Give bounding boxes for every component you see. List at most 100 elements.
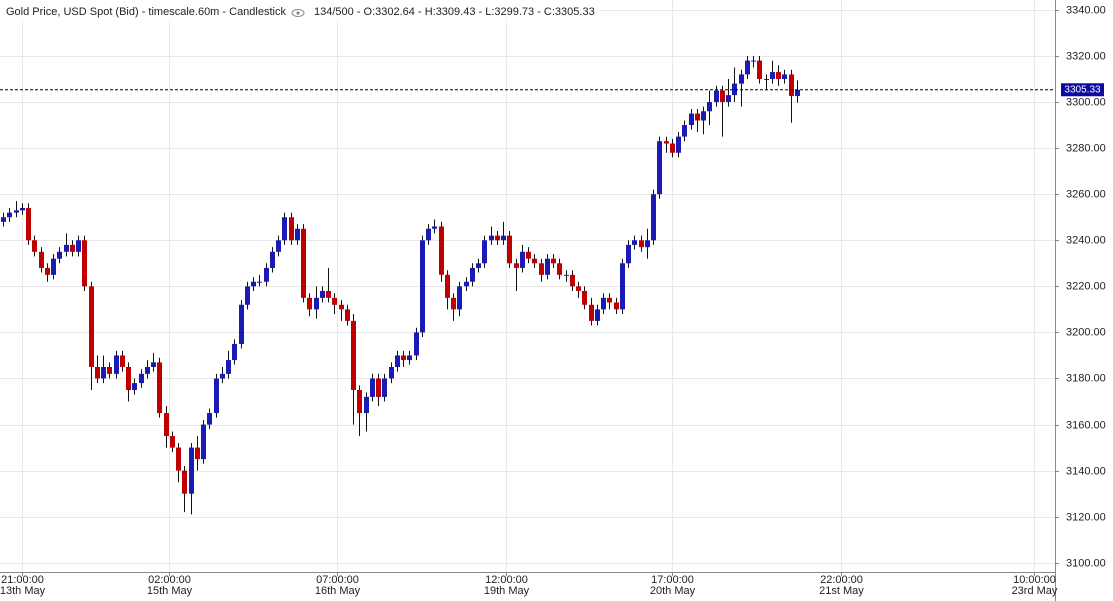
- x-tick-label: 16th May: [315, 585, 361, 597]
- candle-body: [732, 83, 737, 96]
- candle-body: [695, 113, 700, 121]
- candle-body: [214, 378, 219, 414]
- candle-body: [432, 226, 437, 229]
- eye-pupil: [296, 11, 300, 15]
- candle-body: [307, 297, 312, 310]
- candle-body: [14, 210, 19, 213]
- ohlc-info: 134/500 - O:3302.64 - H:3309.43 - L:3299…: [314, 6, 595, 18]
- candle-body: [245, 286, 250, 305]
- candle-body: [76, 240, 81, 252]
- eye-icon[interactable]: [291, 9, 305, 17]
- candle-body: [551, 258, 556, 264]
- candle-body: [582, 290, 587, 305]
- candle-body: [57, 251, 62, 259]
- y-tick-label: 3240.00: [1066, 234, 1106, 246]
- candle-body: [270, 251, 275, 268]
- candle-body: [476, 263, 481, 268]
- candle-body: [7, 212, 12, 218]
- candle-body: [364, 396, 369, 414]
- x-tick-label: 20th May: [650, 585, 696, 597]
- candle-body: [326, 290, 331, 298]
- x-tick-label: 10:00:00: [1013, 574, 1056, 586]
- candle-body: [770, 72, 775, 80]
- candle-body: [232, 343, 237, 361]
- x-tick-label: 19th May: [484, 585, 530, 597]
- candle-body: [764, 79, 769, 81]
- candle-body: [445, 274, 450, 298]
- candle-body: [682, 125, 687, 137]
- candle-body: [507, 235, 512, 264]
- candle-body: [101, 366, 106, 379]
- candle-body: [51, 258, 56, 275]
- candle-body: [389, 366, 394, 379]
- last-price-tag-bg: [1061, 83, 1104, 97]
- candle-body: [614, 302, 619, 310]
- eye-outline: [291, 9, 305, 17]
- candle-body: [1, 217, 6, 222]
- candle-body: [751, 60, 756, 62]
- candle-body: [670, 143, 675, 153]
- candle-body: [745, 60, 750, 75]
- candle-body: [726, 95, 731, 103]
- x-tick-label: 02:00:00: [148, 574, 191, 586]
- candle-body: [282, 217, 287, 241]
- candle-body: [357, 390, 362, 414]
- candle-body: [620, 263, 625, 310]
- candle-body: [595, 309, 600, 321]
- chart-title: Gold Price, USD Spot (Bid) - timescale.6…: [6, 6, 286, 18]
- y-tick-label: 3180.00: [1066, 372, 1106, 384]
- candle-body: [501, 235, 506, 241]
- candle-body: [345, 309, 350, 321]
- candle-body: [195, 447, 200, 460]
- candle-body: [707, 102, 712, 112]
- plot-area: [0, 0, 1055, 572]
- candle-body: [139, 373, 144, 384]
- y-tick-label: 3320.00: [1066, 50, 1106, 62]
- candle-body: [464, 281, 469, 287]
- candle-body: [339, 304, 344, 310]
- candle-body: [239, 304, 244, 344]
- candle-body: [314, 297, 319, 310]
- candle-body: [626, 244, 631, 264]
- candle-body: [351, 320, 356, 391]
- candle-body: [407, 355, 412, 361]
- candle-body: [657, 141, 662, 195]
- candle-body: [45, 267, 50, 275]
- candle-body: [157, 362, 162, 414]
- candle-body: [289, 217, 294, 241]
- candle-body: [264, 267, 269, 282]
- x-tick-label: 15th May: [147, 585, 193, 597]
- candle-body: [320, 290, 325, 298]
- y-tick-label: 3140.00: [1066, 465, 1106, 477]
- candle-body: [64, 244, 69, 252]
- candle-body: [651, 194, 656, 241]
- candle-body: [39, 251, 44, 268]
- x-tick-label: 22:00:00: [820, 574, 863, 586]
- y-tick-label: 3220.00: [1066, 280, 1106, 292]
- candle-body: [176, 447, 181, 471]
- candle-body: [420, 240, 425, 333]
- candle-body: [82, 240, 87, 287]
- y-tick-label: 3300.00: [1066, 96, 1106, 108]
- candle-body: [301, 228, 306, 298]
- candle-body: [145, 366, 150, 374]
- candle-body: [689, 113, 694, 126]
- candle-body: [526, 251, 531, 259]
- candle-body: [520, 251, 525, 268]
- y-tick-label: 3280.00: [1066, 142, 1106, 154]
- candle-body: [426, 228, 431, 241]
- candle-body: [714, 90, 719, 103]
- candle-body: [32, 240, 37, 252]
- candle-body: [570, 274, 575, 287]
- x-tick-label: 21:00:00: [1, 574, 44, 586]
- candle-body: [26, 208, 31, 241]
- candle-body: [639, 240, 644, 248]
- candle-body: [782, 74, 787, 80]
- candle-body: [489, 235, 494, 241]
- candle-body: [207, 413, 212, 425]
- candle-body: [20, 208, 25, 211]
- x-tick-label: 13th May: [0, 585, 46, 597]
- candle-body: [589, 304, 594, 321]
- candle-body: [370, 378, 375, 397]
